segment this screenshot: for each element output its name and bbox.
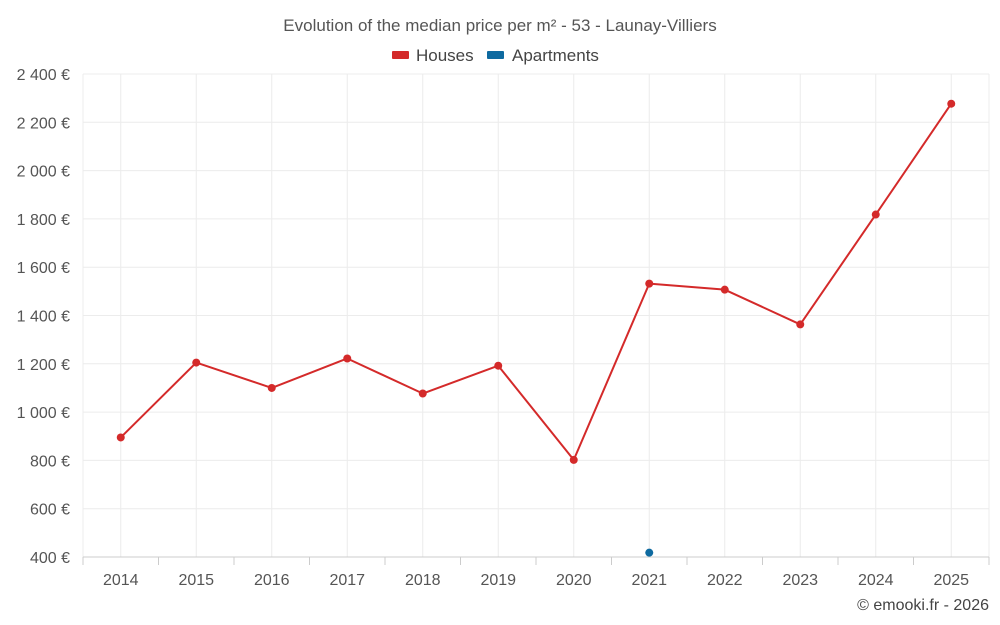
data-point-apartments-2021[interactable] [645, 548, 654, 557]
data-point-houses-2016[interactable] [267, 383, 276, 392]
data-point-houses-2022[interactable] [720, 285, 729, 294]
y-tick-label: 2 200 € [17, 115, 70, 132]
x-tick-label: 2017 [329, 572, 365, 589]
x-tick-label: 2025 [933, 572, 969, 589]
x-tick-label: 2019 [480, 572, 516, 589]
data-point-houses-2021[interactable] [645, 279, 654, 288]
data-point-houses-2018[interactable] [418, 389, 427, 398]
y-tick-label: 1 800 € [17, 212, 70, 229]
x-axis: 2014 2015 2016 2017 2018 2019 2020 2021 2022 2023… [82, 556, 990, 589]
grid [82, 73, 990, 557]
data-point-houses-2023[interactable] [796, 320, 805, 329]
x-tick-label: 2015 [178, 572, 214, 589]
data-point-houses-2015[interactable] [192, 358, 201, 367]
x-tick-label: 2023 [782, 572, 818, 589]
y-tick-label: 2 400 € [17, 67, 70, 84]
chart-title: Evolution of the median price per m² - 5… [283, 16, 716, 35]
legend-swatch-apartments[interactable] [487, 51, 504, 59]
series-line-houses [120, 103, 953, 461]
legend-label-apartments[interactable]: Apartments [512, 46, 599, 65]
legend-label-houses[interactable]: Houses [416, 46, 474, 65]
data-point-houses-2014[interactable] [116, 433, 125, 442]
legend-swatch-houses[interactable] [392, 51, 409, 59]
data-point-houses-2024[interactable] [871, 210, 880, 219]
x-tick-label: 2024 [858, 572, 894, 589]
x-tick-label: 2021 [631, 572, 667, 589]
data-point-houses-2020[interactable] [569, 455, 578, 464]
x-tick-label: 2022 [707, 572, 743, 589]
series-apartments [645, 548, 654, 557]
y-tick-label: 1 000 € [17, 405, 70, 422]
series-houses [116, 99, 956, 464]
x-tick-label: 2020 [556, 572, 592, 589]
legend: Houses Apartments [392, 46, 599, 65]
credit-text: © emooki.fr - 2026 [857, 597, 989, 614]
series-layer [116, 99, 956, 557]
y-tick-label: 2 000 € [17, 164, 70, 181]
x-tick-label: 2018 [405, 572, 441, 589]
y-tick-label: 1 200 € [17, 357, 70, 374]
y-axis: 400 € 600 € 800 € 1 000 € 1 200 € 1 400 € 1 60… [17, 67, 70, 567]
y-tick-label: 800 € [30, 453, 70, 470]
y-tick-label: 400 € [30, 550, 70, 567]
data-point-houses-2019[interactable] [494, 361, 503, 370]
data-point-houses-2025[interactable] [947, 99, 956, 108]
x-tick-label: 2014 [103, 572, 139, 589]
x-tick-label: 2016 [254, 572, 290, 589]
y-tick-label: 600 € [30, 502, 70, 519]
y-tick-label: 1 600 € [17, 260, 70, 277]
y-tick-label: 1 400 € [17, 309, 70, 326]
data-point-houses-2017[interactable] [343, 354, 352, 363]
